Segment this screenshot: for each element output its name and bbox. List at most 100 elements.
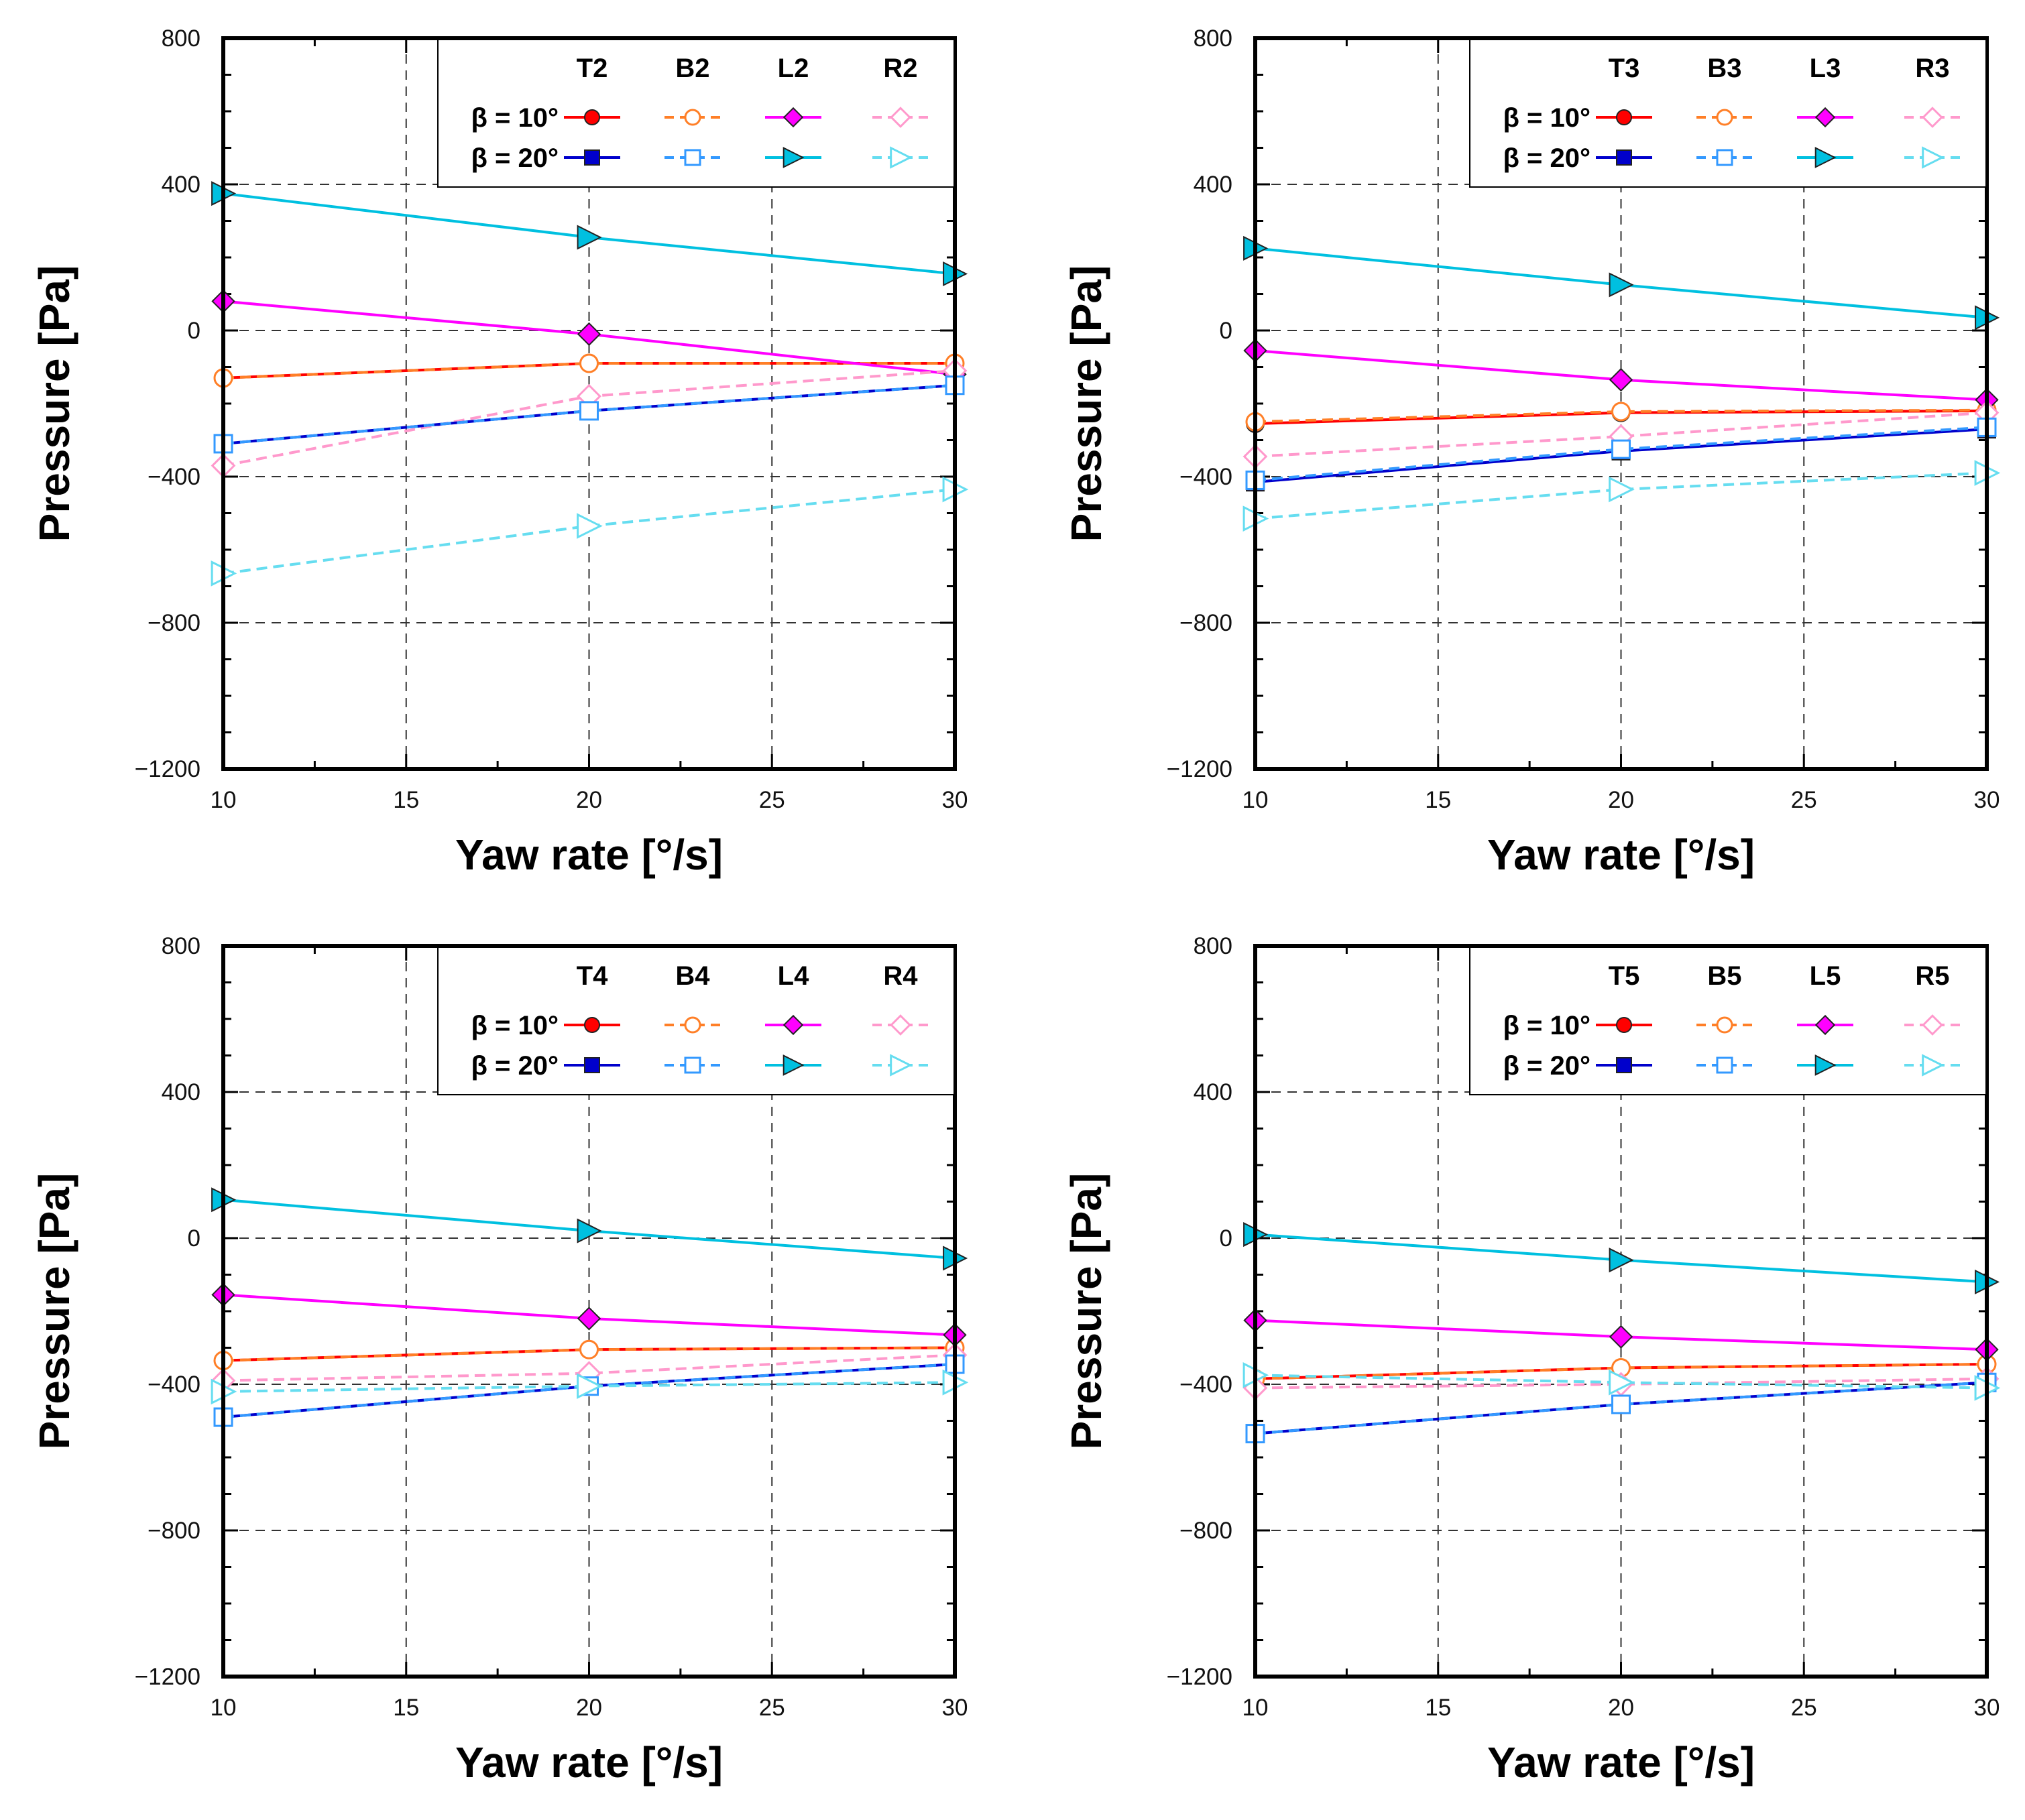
legend: T2 B2 L2 R2 β = 10° β = 20°: [437, 39, 955, 188]
data-point-b: [579, 353, 599, 373]
series-line-b: [1255, 1363, 1987, 1380]
legend-swatch-marker-r: [1922, 107, 1943, 128]
series-line-b: [223, 1346, 956, 1362]
legend: T4 B4 L4 R4 β = 10° β = 20°: [437, 947, 955, 1095]
legend-column-header: B4: [675, 961, 710, 991]
y-axis-title: Pressure [Pa]: [30, 1173, 78, 1450]
legend-swatch-marker-l20: [1814, 1054, 1837, 1076]
legend-swatch-marker-b20: [1716, 1056, 1733, 1074]
data-point-b20: [1611, 439, 1631, 459]
x-tick-label: 20: [1608, 787, 1634, 813]
legend-column-header: R3: [1915, 54, 1949, 83]
y-tick-label: −400: [1179, 1372, 1232, 1398]
x-axis-title: Yaw rate [°/s]: [455, 831, 723, 879]
x-tick-label: 10: [211, 787, 237, 813]
data-point-l20: [577, 225, 602, 250]
y-tick-label: −400: [1179, 464, 1232, 490]
series-line-r20: [1255, 471, 1987, 520]
y-tick-label: 400: [1194, 172, 1232, 198]
y-tick-label: −400: [148, 464, 200, 490]
series-line-r: [1255, 411, 1987, 459]
legend-row-label: β = 10°: [471, 1011, 559, 1040]
data-point-l: [1609, 367, 1633, 392]
plot-frame: [221, 944, 957, 1679]
x-tick-label: 10: [1242, 1695, 1269, 1721]
data-point-r20: [577, 513, 603, 539]
series-line-b20: [223, 1363, 956, 1419]
y-tick-label: −1200: [1167, 1664, 1232, 1690]
x-tick-label: 10: [211, 1695, 237, 1721]
y-tick-label: 800: [1194, 933, 1232, 959]
legend-swatch-marker-r20: [1922, 1054, 1945, 1077]
y-tick-label: 800: [162, 933, 200, 959]
x-axis-title: Yaw rate [°/s]: [455, 1738, 723, 1786]
y-tick-label: −400: [148, 1372, 200, 1398]
legend-swatch-marker-b: [684, 109, 701, 126]
x-tick-label: 30: [1974, 1695, 2000, 1721]
series-line-b: [223, 362, 955, 379]
x-tick-label: 10: [1242, 787, 1269, 813]
y-tick-label: 800: [1194, 25, 1232, 52]
series-line-r20: [223, 1381, 956, 1393]
x-axis-title: Yaw rate [°/s]: [1487, 1738, 1755, 1786]
legend-swatch-marker-t: [584, 1017, 600, 1033]
legend-column-header: R4: [883, 961, 918, 991]
y-axis-title: Pressure [Pa]: [30, 265, 78, 542]
legend-swatch-marker-r20: [890, 146, 913, 169]
chart-panel-4: 10 15 20 25 30 −1200 −800 −400 0 400 800 Yaw rate […: [1062, 933, 2001, 1786]
data-point-l20: [577, 1218, 602, 1243]
plot-frame: [1253, 36, 1989, 771]
y-tick-label: −800: [148, 1518, 200, 1544]
y-tick-label: 0: [188, 318, 200, 344]
legend-row-label: β = 20°: [1503, 143, 1591, 173]
x-tick-label: 30: [942, 1695, 968, 1721]
legend-swatch-marker-b20: [1716, 149, 1733, 166]
x-tick-label: 20: [576, 787, 602, 813]
plot-frame: [221, 36, 957, 771]
y-tick-label: 400: [1194, 1079, 1232, 1105]
chart-panel-3: 10 15 20 25 30 −1200 −800 −400 0 400 800 Yaw rate […: [30, 933, 969, 1786]
data-point-l: [577, 1307, 601, 1331]
x-tick-label: 25: [1791, 1695, 1817, 1721]
y-tick-label: 0: [188, 1225, 200, 1252]
x-tick-label: 25: [759, 787, 785, 813]
legend-swatch-marker-l: [783, 1014, 804, 1036]
x-tick-label: 20: [576, 1695, 602, 1721]
legend-swatch-marker-t20: [584, 1057, 600, 1073]
legend-swatch-marker-r20: [890, 1054, 913, 1077]
series-line-b20: [1255, 426, 1987, 482]
legend-swatch-marker-t: [584, 109, 600, 125]
chart-panel-2: 10 15 20 25 30 −1200 −800 −400 0 400 800 Yaw rate […: [1062, 25, 2001, 879]
y-axis-title: Pressure [Pa]: [1062, 265, 1110, 542]
legend-column-header: B3: [1707, 54, 1741, 83]
chart-panel-1: 10 15 20 25 30 −1200 −800 −400 0 400 800 Yaw rate […: [30, 25, 969, 879]
legend-swatch-marker-b20: [684, 149, 701, 166]
legend-row-label: β = 20°: [1503, 1051, 1591, 1081]
legend-swatch-marker-t: [1616, 109, 1632, 125]
data-point-b20: [1611, 1394, 1631, 1414]
y-tick-label: −1200: [135, 756, 200, 782]
legend-swatch-marker-r: [890, 107, 911, 128]
data-point-r20: [577, 1373, 603, 1400]
plot-frame: [1253, 944, 1989, 1679]
legend-swatch-marker-b: [684, 1016, 701, 1034]
legend-column-header: R5: [1915, 961, 1949, 991]
x-tick-label: 30: [1974, 787, 2000, 813]
legend-row-label: β = 10°: [1503, 103, 1591, 133]
legend-column-header: L4: [778, 961, 809, 991]
y-tick-label: 0: [1220, 318, 1232, 344]
legend-swatch-marker-l20: [1814, 147, 1837, 168]
legend-column-header: T2: [577, 54, 608, 83]
legend-row-label: β = 10°: [471, 103, 559, 133]
legend-swatch-marker-t20: [1616, 1057, 1632, 1073]
data-point-b: [1611, 402, 1631, 422]
legend-column-header: L5: [1810, 961, 1841, 991]
x-tick-label: 15: [1425, 1695, 1451, 1721]
legend-column-header: R2: [883, 54, 917, 83]
x-tick-label: 15: [393, 787, 419, 813]
series-line-r: [223, 1353, 956, 1382]
y-tick-label: −800: [1179, 1518, 1232, 1544]
legend-swatch-marker-b: [1716, 109, 1733, 126]
legend-swatch-marker-l20: [783, 147, 805, 168]
